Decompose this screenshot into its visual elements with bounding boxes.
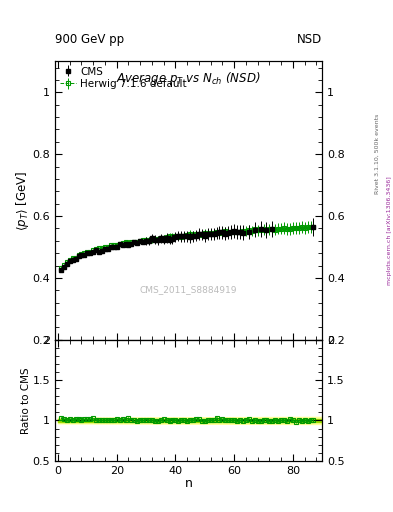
Y-axis label: $\langle p_T\rangle$ [GeV]: $\langle p_T\rangle$ [GeV] bbox=[14, 170, 31, 231]
Text: mcplots.cern.ch [arXiv:1306.3436]: mcplots.cern.ch [arXiv:1306.3436] bbox=[387, 176, 391, 285]
Text: Average $p_T$ vs $N_{ch}$ (NSD): Average $p_T$ vs $N_{ch}$ (NSD) bbox=[116, 70, 261, 87]
Text: Rivet 3.1.10, 500k events: Rivet 3.1.10, 500k events bbox=[375, 114, 380, 194]
Text: CMS_2011_S8884919: CMS_2011_S8884919 bbox=[140, 285, 237, 294]
Text: NSD: NSD bbox=[297, 33, 322, 46]
Y-axis label: Ratio to CMS: Ratio to CMS bbox=[21, 367, 31, 434]
Legend: CMS, Herwig 7.1.6 default: CMS, Herwig 7.1.6 default bbox=[58, 65, 189, 91]
Text: 900 GeV pp: 900 GeV pp bbox=[55, 33, 124, 46]
X-axis label: n: n bbox=[185, 477, 193, 490]
